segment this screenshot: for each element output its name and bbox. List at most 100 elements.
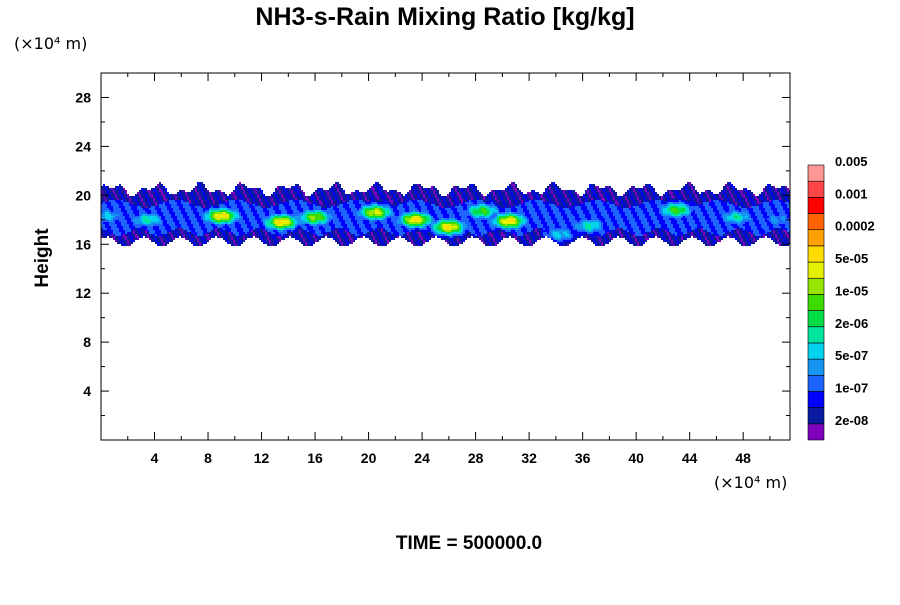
field-cell: [243, 192, 245, 194]
field-cell: [689, 222, 695, 224]
field-cell: [269, 202, 273, 204]
field-cell: [201, 244, 203, 246]
field-cell: [283, 196, 287, 198]
field-cell: [455, 200, 457, 202]
field-cell: [255, 192, 257, 194]
field-cell: [241, 224, 247, 226]
field-cell: [107, 192, 109, 194]
field-cell: [625, 214, 633, 216]
field-cell: [105, 188, 107, 190]
field-cell: [219, 218, 229, 220]
field-cell: [167, 238, 169, 240]
field-cell: [711, 244, 715, 246]
field-cell: [391, 206, 397, 208]
field-cell: [617, 228, 619, 230]
field-cell: [169, 238, 173, 240]
field-cell: [667, 234, 669, 236]
field-cell: [609, 228, 615, 230]
field-cell: [763, 216, 769, 218]
field-cell: [773, 194, 777, 196]
field-cell: [215, 200, 219, 202]
field-cell: [409, 220, 415, 222]
field-cell: [629, 208, 635, 210]
field-cell: [463, 228, 465, 230]
field-cell: [115, 236, 119, 238]
field-cell: [363, 220, 369, 222]
field-cell: [749, 244, 751, 246]
field-cell: [631, 224, 637, 226]
field-cell: [413, 216, 419, 218]
field-cell: [155, 200, 159, 202]
field-cell: [733, 214, 739, 216]
field-cell: [125, 208, 131, 210]
field-cell: [261, 232, 265, 234]
field-cell: [575, 204, 577, 206]
field-cell: [521, 192, 523, 194]
field-cell: [505, 202, 509, 204]
field-cell: [733, 198, 735, 200]
field-cell: [711, 200, 713, 202]
field-cell: [543, 236, 545, 238]
field-cell: [243, 190, 245, 192]
field-cell: [473, 228, 479, 230]
field-cell: [219, 190, 221, 192]
field-cell: [255, 198, 259, 200]
field-cell: [219, 196, 223, 198]
field-cell: [295, 222, 297, 224]
field-cell: [283, 224, 289, 226]
field-cell: [635, 200, 639, 202]
field-cell: [373, 238, 375, 240]
field-cell: [149, 194, 153, 196]
field-cell: [409, 190, 411, 192]
field-cell: [341, 232, 343, 234]
field-cell: [709, 214, 715, 216]
field-cell: [577, 228, 585, 230]
field-cell: [351, 232, 357, 234]
field-cell: [203, 234, 205, 236]
field-cell: [495, 216, 497, 218]
field-cell: [451, 224, 457, 226]
field-cell: [185, 200, 189, 202]
field-cell: [133, 236, 135, 238]
field-cell: [759, 200, 763, 202]
field-cell: [189, 228, 195, 230]
field-cell: [603, 202, 607, 204]
field-cell: [347, 240, 351, 242]
field-cell: [369, 192, 371, 194]
field-cell: [489, 224, 491, 226]
field-cell: [669, 202, 673, 204]
field-cell: [601, 224, 603, 226]
field-cell: [501, 224, 505, 226]
field-cell: [385, 190, 387, 192]
field-cell: [279, 230, 283, 232]
field-cell: [757, 226, 761, 228]
field-cell: [223, 210, 225, 212]
field-cell: [453, 244, 455, 246]
field-cell: [455, 220, 457, 222]
field-cell: [747, 216, 749, 218]
field-cell: [551, 216, 555, 218]
field-cell: [123, 196, 127, 198]
field-cell: [585, 190, 587, 192]
field-cell: [321, 210, 323, 212]
field-cell: [759, 204, 763, 206]
field-cell: [481, 194, 483, 196]
field-cell: [381, 214, 383, 216]
field-cell: [687, 230, 691, 232]
field-cell: [167, 198, 169, 200]
field-cell: [141, 218, 143, 220]
field-cell: [755, 222, 759, 224]
field-cell: [783, 208, 789, 210]
field-cell: [189, 216, 195, 218]
field-cell: [699, 200, 703, 202]
field-cell: [101, 186, 105, 188]
field-cell: [193, 242, 195, 244]
field-cell: [227, 230, 231, 232]
field-cell: [229, 234, 231, 236]
field-cell: [171, 234, 173, 236]
field-cell: [673, 194, 677, 196]
field-cell: [733, 196, 737, 198]
field-cell: [297, 234, 301, 236]
field-cell: [621, 216, 627, 218]
field-cell: [721, 226, 727, 228]
